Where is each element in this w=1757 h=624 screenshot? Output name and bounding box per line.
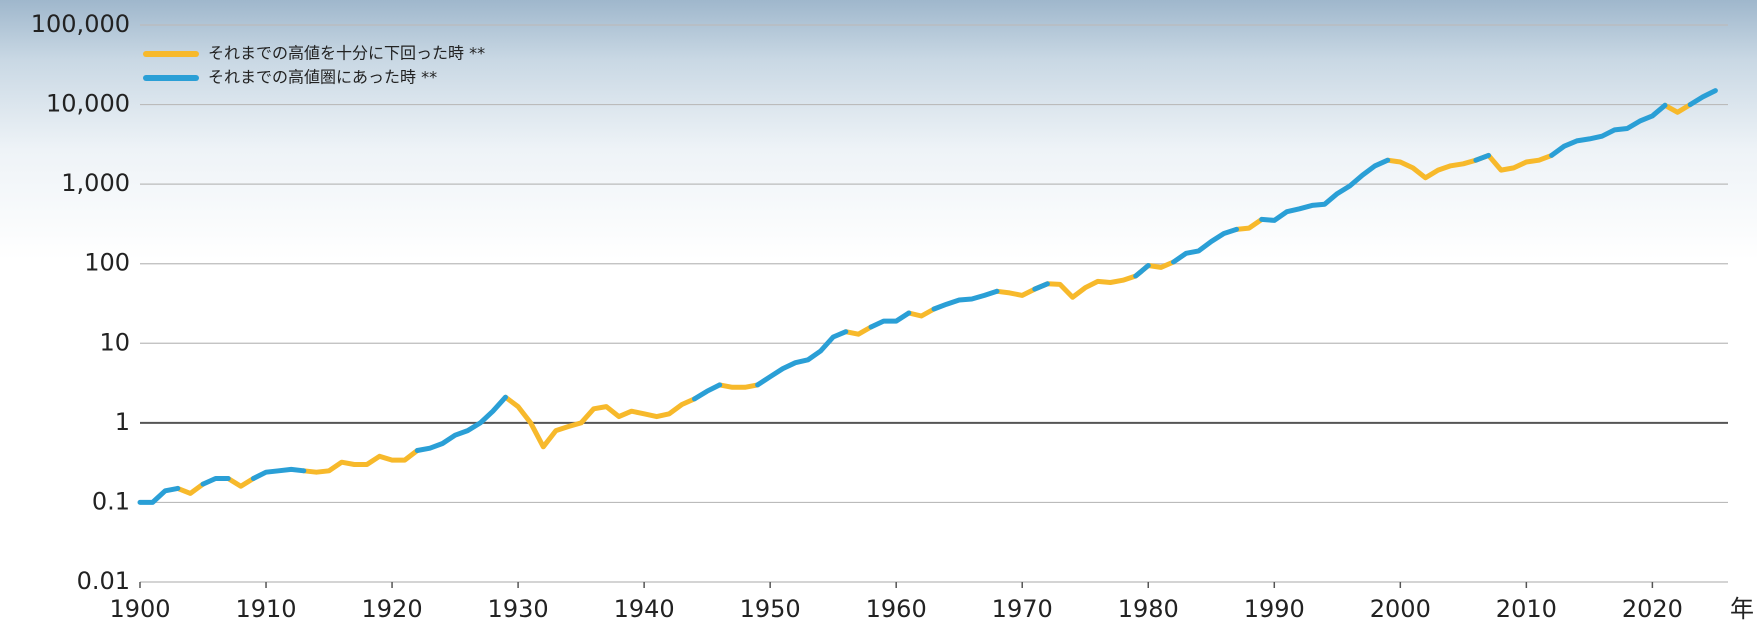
x-tick-label: 2010	[1496, 595, 1557, 623]
x-tick-label: 1910	[235, 595, 296, 623]
y-tick-label: 1	[115, 408, 130, 436]
y-tick-label: 10,000	[46, 90, 130, 118]
x-tick-label: 2000	[1370, 595, 1431, 623]
line-series	[175, 102, 1693, 496]
x-tick-label: 1960	[866, 595, 927, 623]
x-tick-label: 1980	[1118, 595, 1179, 623]
x-tick-label: 1900	[109, 595, 170, 623]
x-tick-label: 1940	[614, 595, 675, 623]
x-tick-label: 1930	[488, 595, 549, 623]
x-tick-label: 2020	[1622, 595, 1683, 623]
x-tick-label: 1990	[1244, 595, 1305, 623]
legend-label: それまでの高値を十分に下回った時 **	[208, 44, 485, 63]
y-tick-label: 1,000	[61, 169, 130, 197]
x-tick-label: 1920	[362, 595, 423, 623]
line-series	[137, 88, 1718, 505]
x-axis-label: 年	[1730, 595, 1754, 623]
y-tick-label: 100	[84, 249, 130, 277]
legend-label: それまでの高値圏にあった時 **	[208, 68, 437, 87]
y-tick-label: 10	[99, 328, 130, 356]
x-tick-label: 1950	[740, 595, 801, 623]
y-tick-label: 0.01	[77, 567, 130, 595]
x-tick-label: 1970	[992, 595, 1053, 623]
y-tick-label: 100,000	[31, 10, 130, 38]
y-tick-label: 0.1	[92, 487, 130, 515]
